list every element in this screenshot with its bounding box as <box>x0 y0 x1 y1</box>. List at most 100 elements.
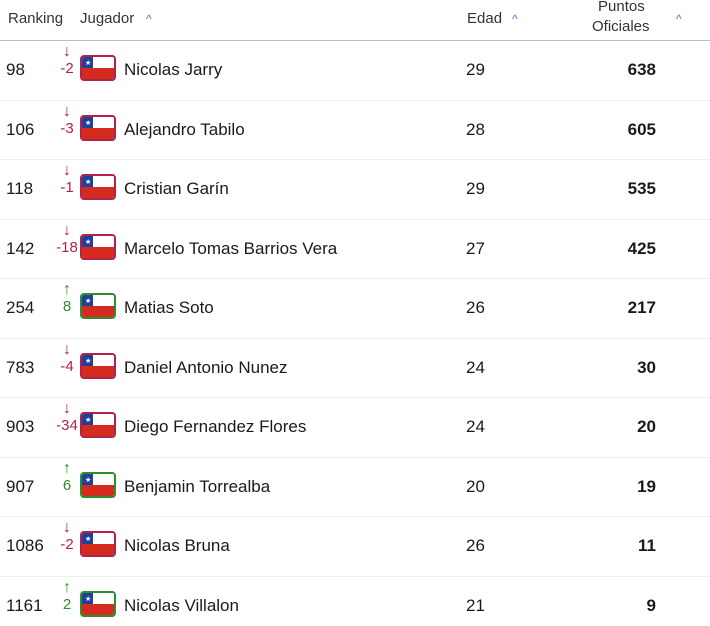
oficiales-header[interactable]: Oficiales <box>592 18 650 35</box>
change-value: -4 <box>60 357 74 375</box>
change-value: -34 <box>56 417 78 434</box>
rank: 118 <box>6 179 34 198</box>
puntos-header[interactable]: Puntos <box>598 0 645 15</box>
age: 21 <box>466 595 485 615</box>
change-value: -2 <box>60 60 74 77</box>
arrow-up-icon: ↑ <box>63 459 71 477</box>
points: 217 <box>627 298 656 317</box>
chile-flag-icon: ★ <box>80 590 116 617</box>
rank-change: ↓ -4 <box>56 341 78 375</box>
player-name[interactable]: Benjamin Torrealba <box>124 476 271 496</box>
age: 29 <box>466 179 485 198</box>
player-name[interactable]: Matias Soto <box>124 298 214 317</box>
table-row[interactable]: 783 ↓ -4 ★ Daniel Antonio Nunez 24 30 <box>0 339 710 398</box>
arrow-down-icon: ↓ <box>63 400 71 417</box>
sort-puntos-icon[interactable]: ^ <box>676 12 682 26</box>
table-row[interactable]: 118 ↓ -1 ★ Cristian Garín 29 535 <box>0 160 710 220</box>
rank-change: ↑ 2 <box>56 579 78 613</box>
chile-flag-icon: ★ <box>80 352 116 379</box>
rank: 907 <box>6 476 35 496</box>
age: 26 <box>466 298 485 317</box>
rank: 142 <box>6 238 35 258</box>
player-name[interactable]: Marcelo Tomas Barrios Vera <box>124 238 338 258</box>
age: 27 <box>466 238 485 258</box>
rank-change: ↓ -34 <box>56 400 78 434</box>
rank-change: ↑ 8 <box>56 281 78 315</box>
arrow-down-icon: ↓ <box>63 221 71 239</box>
table-header: Ranking Jugador ^ Edad ^ Puntos Oficiale… <box>0 0 710 41</box>
points: 605 <box>627 119 656 139</box>
rank: 1086 <box>6 536 44 555</box>
player-name[interactable]: Cristian Garín <box>124 179 229 198</box>
sort-edad-icon[interactable]: ^ <box>512 12 518 26</box>
points: 30 <box>637 357 656 377</box>
player-name[interactable]: Nicolas Jarry <box>124 60 223 79</box>
rank-change: ↓ -1 <box>56 162 78 196</box>
change-value: -18 <box>56 238 78 256</box>
points: 425 <box>627 238 656 258</box>
table-row[interactable]: 907 ↑ 6 ★ Benjamin Torrealba 20 19 <box>0 458 710 517</box>
rank-change: ↓ -2 <box>56 519 78 553</box>
age: 29 <box>466 60 485 79</box>
chile-flag-icon: ★ <box>80 293 116 319</box>
rank: 254 <box>6 298 35 317</box>
table-row[interactable]: 106 ↓ -3 ★ Alejandro Tabilo 28 605 <box>0 101 710 160</box>
edad-header[interactable]: Edad <box>467 10 503 27</box>
age: 20 <box>466 476 485 496</box>
sort-jugador-icon[interactable]: ^ <box>146 12 152 26</box>
points: 9 <box>646 595 656 615</box>
points: 638 <box>627 60 656 79</box>
chile-flag-icon: ★ <box>80 471 116 498</box>
table-row[interactable]: 142 ↓ -18 ★ Marcelo Tomas Barrios Vera 27… <box>0 220 710 279</box>
player-name[interactable]: Nicolas Villalon <box>124 595 239 615</box>
table-row[interactable]: 1086 ↓ -2 ★ Nicolas Bruna 26 11 <box>0 517 710 577</box>
rank: 1161 <box>6 595 43 615</box>
arrow-down-icon: ↓ <box>63 519 71 536</box>
arrow-down-icon: ↓ <box>63 102 71 120</box>
rank-change: ↓ -18 <box>56 222 78 256</box>
chile-flag-icon: ★ <box>80 233 116 260</box>
rank-change: ↓ -3 <box>56 103 78 137</box>
rank: 903 <box>6 417 35 436</box>
points: 19 <box>637 476 656 496</box>
change-value: -1 <box>60 179 74 196</box>
player-name[interactable]: Daniel Antonio Nunez <box>124 357 288 377</box>
arrow-up-icon: ↑ <box>63 281 71 298</box>
table-row[interactable]: 903 ↓ -34 ★ Diego Fernandez Flores 24 20 <box>0 398 710 458</box>
change-value: 8 <box>62 298 72 315</box>
arrow-up-icon: ↑ <box>63 578 71 596</box>
change-value: 2 <box>62 595 72 613</box>
arrow-down-icon: ↓ <box>63 43 71 60</box>
change-value: -2 <box>60 536 74 553</box>
points: 535 <box>627 179 656 198</box>
rank: 783 <box>6 357 35 377</box>
rank-change: ↓ -2 <box>56 43 78 77</box>
age: 26 <box>466 536 485 555</box>
rank: 98 <box>6 60 25 79</box>
chile-flag-icon: ★ <box>80 114 116 141</box>
table-row[interactable]: 1161 ↑ 2 ★ Nicolas Villalon 21 9 <box>0 577 710 626</box>
points: 11 <box>638 536 656 555</box>
player-name[interactable]: Nicolas Bruna <box>124 536 230 555</box>
table-row[interactable]: 254 ↑ 8 ★ Matias Soto 26 217 <box>0 279 710 339</box>
change-value: -3 <box>60 119 74 137</box>
change-value: 6 <box>62 476 72 494</box>
age: 28 <box>466 119 485 139</box>
chile-flag-icon: ★ <box>80 531 116 557</box>
table-row[interactable]: 98 ↓ -2 ★ Nicolas Jarry 29 638 <box>0 41 710 101</box>
player-name[interactable]: Diego Fernandez Flores <box>124 417 307 436</box>
player-name[interactable]: Alejandro Tabilo <box>124 119 245 139</box>
jugador-header[interactable]: Jugador <box>80 10 135 27</box>
ranking-header[interactable]: Ranking <box>8 10 64 27</box>
age: 24 <box>466 357 485 377</box>
arrow-down-icon: ↓ <box>63 340 71 358</box>
chile-flag-icon: ★ <box>80 174 116 200</box>
rank-change: ↑ 6 <box>56 460 78 494</box>
rank: 106 <box>6 119 35 139</box>
arrow-down-icon: ↓ <box>63 162 71 179</box>
chile-flag-icon: ★ <box>80 55 116 81</box>
age: 24 <box>466 417 485 436</box>
points: 20 <box>637 417 656 436</box>
chile-flag-icon: ★ <box>80 412 116 438</box>
